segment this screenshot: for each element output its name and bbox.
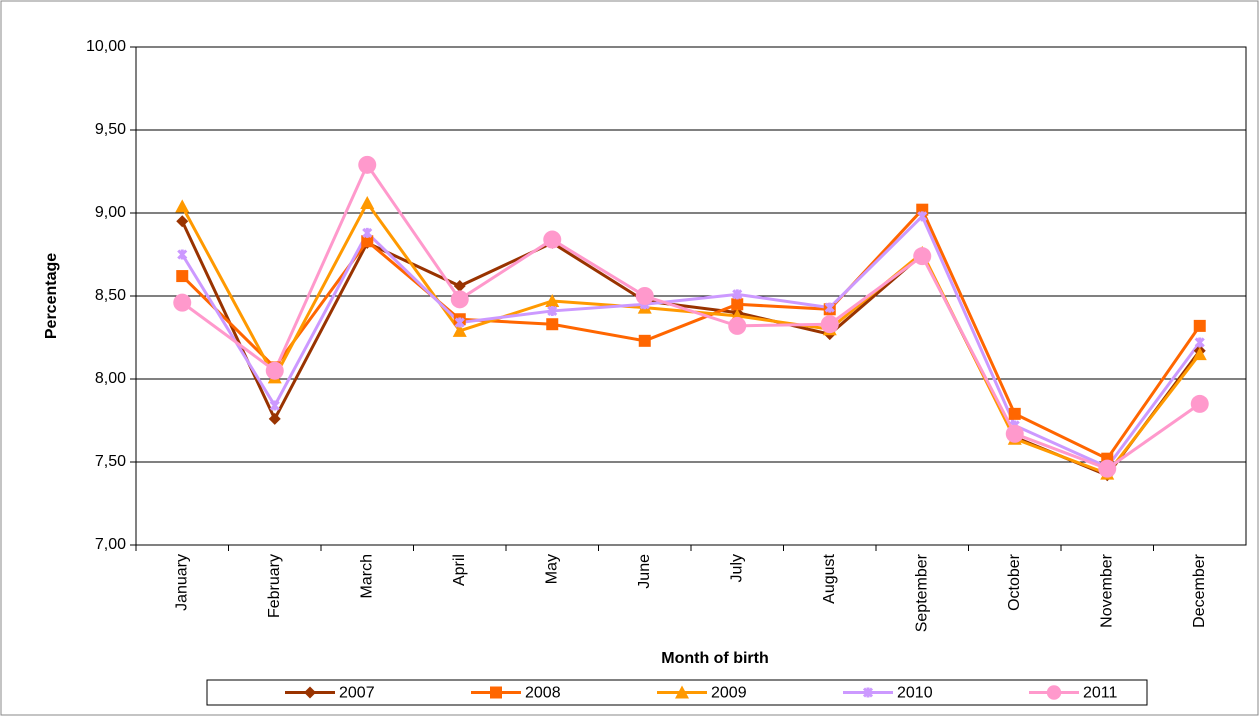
x-tick-label: January	[173, 554, 190, 611]
marker	[360, 196, 375, 210]
marker	[675, 685, 689, 699]
legend-label: 2008	[525, 685, 561, 702]
marker	[358, 155, 377, 174]
marker	[175, 199, 190, 213]
legend-label: 2011	[1083, 685, 1118, 702]
y-axis-title: Percentage	[43, 253, 60, 339]
series-line	[181, 161, 1201, 471]
y-tick-label: 7,50	[95, 453, 126, 470]
marker	[635, 287, 654, 305]
marker	[862, 687, 874, 698]
legend-label: 2009	[711, 685, 747, 702]
marker	[453, 280, 466, 293]
marker	[732, 289, 743, 300]
x-axis-title: Month of birth	[661, 650, 769, 667]
marker	[1192, 347, 1207, 361]
marker	[176, 215, 189, 228]
legend-label: 2007	[339, 685, 375, 702]
x-tick-label: March	[358, 554, 375, 598]
marker	[490, 686, 502, 699]
x-tick-label: December	[1191, 553, 1208, 627]
marker	[1190, 394, 1209, 413]
marker	[545, 293, 560, 307]
marker	[1046, 685, 1062, 700]
y-tick-label: 10,00	[86, 38, 126, 55]
marker	[547, 305, 558, 317]
marker	[173, 293, 192, 312]
marker	[362, 227, 373, 238]
marker	[1193, 319, 1206, 332]
marker	[543, 230, 562, 249]
x-tick-label: October	[1006, 553, 1023, 611]
x-tick-label: November	[1098, 553, 1115, 627]
x-tick-label: May	[543, 554, 560, 584]
marker	[1098, 459, 1117, 478]
x-tick-label: August	[821, 553, 838, 603]
marker	[268, 412, 281, 425]
marker	[728, 316, 747, 335]
x-tick-label: June	[636, 554, 653, 589]
y-tick-label: 8,50	[95, 287, 126, 304]
marker	[638, 334, 651, 347]
marker	[731, 298, 744, 311]
marker	[361, 235, 374, 248]
marker	[452, 323, 467, 337]
marker	[546, 318, 559, 331]
marker	[450, 290, 469, 309]
x-tick-label: April	[451, 554, 468, 586]
marker	[1005, 424, 1024, 443]
series-line	[180, 213, 1201, 469]
y-tick-label: 9,50	[95, 121, 126, 138]
marker	[304, 686, 316, 699]
y-tick-label: 8,00	[95, 370, 126, 387]
legend-label: 2010	[897, 685, 933, 702]
marker	[913, 247, 932, 266]
y-tick-label: 7,00	[95, 536, 126, 553]
marker	[1008, 407, 1021, 420]
marker	[820, 315, 839, 334]
y-tick-label: 9,00	[95, 204, 126, 221]
marker	[454, 317, 465, 328]
x-tick-label: February	[266, 554, 283, 618]
marker	[917, 211, 928, 222]
marker	[265, 361, 284, 380]
x-tick-label: September	[913, 553, 930, 632]
x-tick-label: July	[728, 554, 745, 582]
marker	[1194, 337, 1205, 348]
marker	[176, 270, 189, 283]
marker	[269, 400, 280, 411]
marker	[824, 302, 835, 313]
marker	[177, 249, 188, 260]
